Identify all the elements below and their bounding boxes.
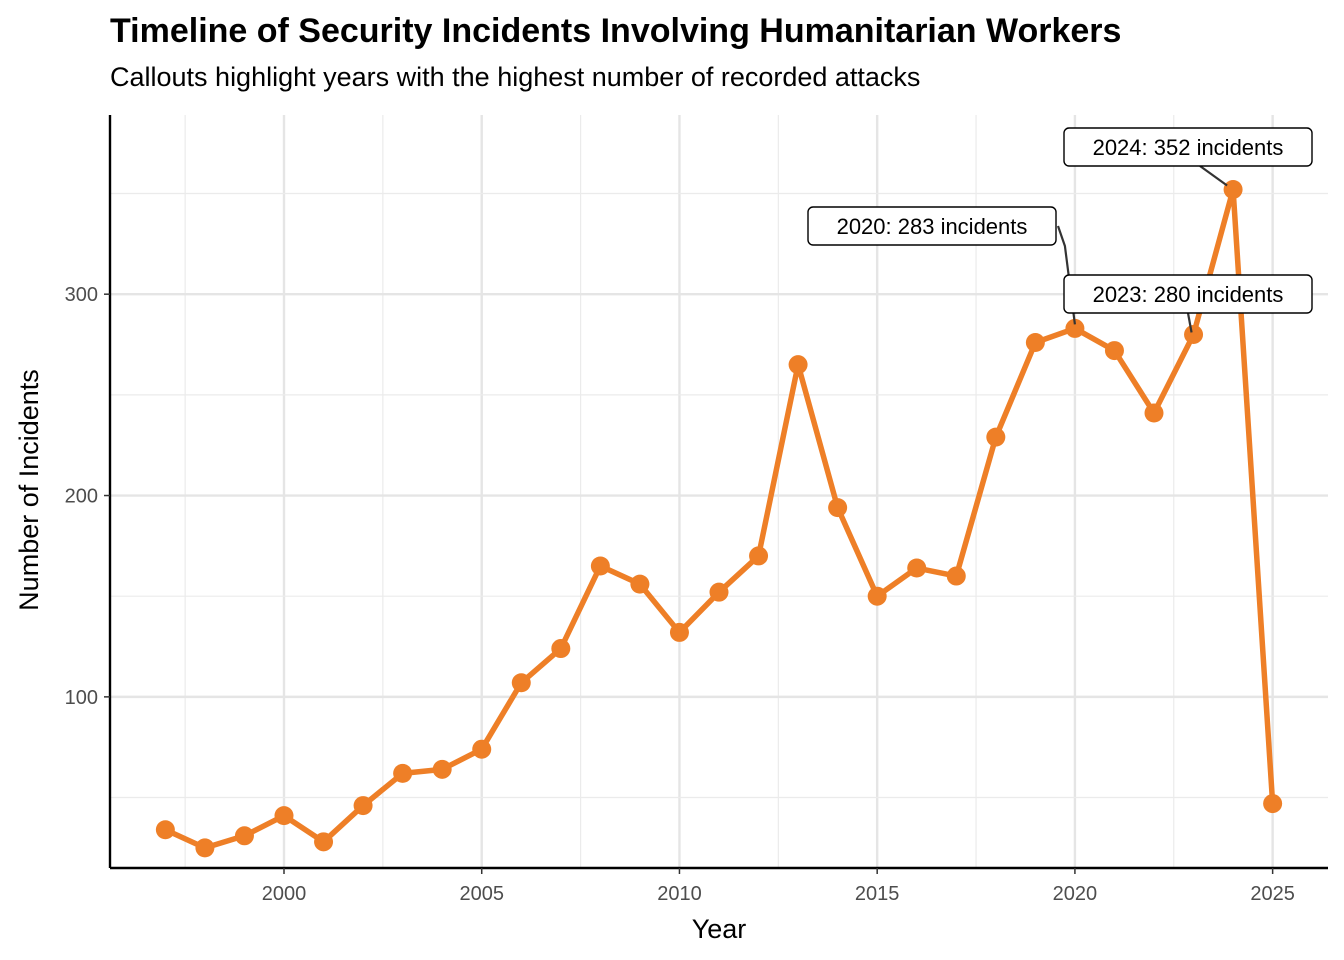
callout-label: 2024: 352 incidents bbox=[1093, 135, 1284, 160]
callout-label: 2023: 280 incidents bbox=[1093, 282, 1284, 307]
x-tick-label: 2000 bbox=[262, 883, 307, 905]
data-point bbox=[1223, 179, 1243, 199]
callouts: 2020: 283 incidents 2023: 280 incidents 20… bbox=[807, 127, 1313, 333]
data-point bbox=[274, 806, 294, 826]
data-point bbox=[393, 763, 413, 783]
data-point bbox=[432, 759, 452, 779]
data-point bbox=[234, 826, 254, 846]
callout-2020: 2020: 283 incidents bbox=[807, 206, 1077, 325]
callout-box bbox=[807, 206, 1057, 246]
x-tick-label: 2020 bbox=[1053, 883, 1098, 905]
data-point bbox=[828, 498, 848, 518]
series-incidents bbox=[155, 179, 1283, 858]
data-point bbox=[907, 558, 927, 578]
callout-box bbox=[1063, 127, 1313, 167]
callout-2023: 2023: 280 incidents bbox=[1063, 274, 1313, 333]
data-point bbox=[1104, 341, 1124, 361]
data-point bbox=[590, 556, 610, 576]
axes bbox=[108, 115, 1328, 870]
data-point bbox=[1184, 324, 1204, 344]
data-point bbox=[630, 574, 650, 594]
callout-connector bbox=[1186, 312, 1193, 333]
data-point bbox=[669, 622, 689, 642]
data-point bbox=[986, 427, 1006, 447]
data-point bbox=[472, 739, 492, 759]
y-tick-label: 300 bbox=[65, 284, 98, 306]
x-axis-title: Year bbox=[692, 914, 747, 944]
callout-label: 2020: 283 incidents bbox=[837, 214, 1028, 239]
data-point bbox=[353, 796, 373, 816]
data-point bbox=[1025, 333, 1045, 353]
gridlines bbox=[110, 115, 1328, 868]
data-point bbox=[946, 566, 966, 586]
data-point bbox=[1065, 318, 1085, 338]
chart-subtitle: Callouts highlight years with the highes… bbox=[110, 62, 921, 92]
callout-box bbox=[1063, 274, 1313, 314]
x-tick-label: 2010 bbox=[657, 883, 702, 905]
data-point bbox=[314, 832, 334, 852]
data-point bbox=[155, 820, 175, 840]
x-tick-label: 2025 bbox=[1250, 883, 1295, 905]
y-axis-title: Number of Incidents bbox=[14, 369, 44, 611]
data-point bbox=[511, 673, 531, 693]
data-point bbox=[709, 582, 729, 602]
callout-connector bbox=[1199, 165, 1228, 187]
y-tick-label: 100 bbox=[65, 687, 98, 709]
data-point bbox=[551, 639, 571, 659]
chart-title: Timeline of Security Incidents Involving… bbox=[110, 12, 1122, 50]
tick-labels: 2000 2005 2010 2015 2020 2025 100 200 300 bbox=[65, 284, 1295, 905]
callout-2024: 2024: 352 incidents bbox=[1063, 127, 1313, 187]
data-point bbox=[1263, 794, 1283, 814]
data-point bbox=[749, 546, 769, 566]
data-point bbox=[788, 355, 808, 375]
x-tick-label: 2015 bbox=[855, 883, 900, 905]
data-point bbox=[1144, 403, 1164, 423]
data-point bbox=[867, 586, 887, 606]
data-point bbox=[195, 838, 215, 858]
x-tick-label: 2005 bbox=[459, 883, 504, 905]
y-tick-label: 200 bbox=[65, 486, 98, 508]
